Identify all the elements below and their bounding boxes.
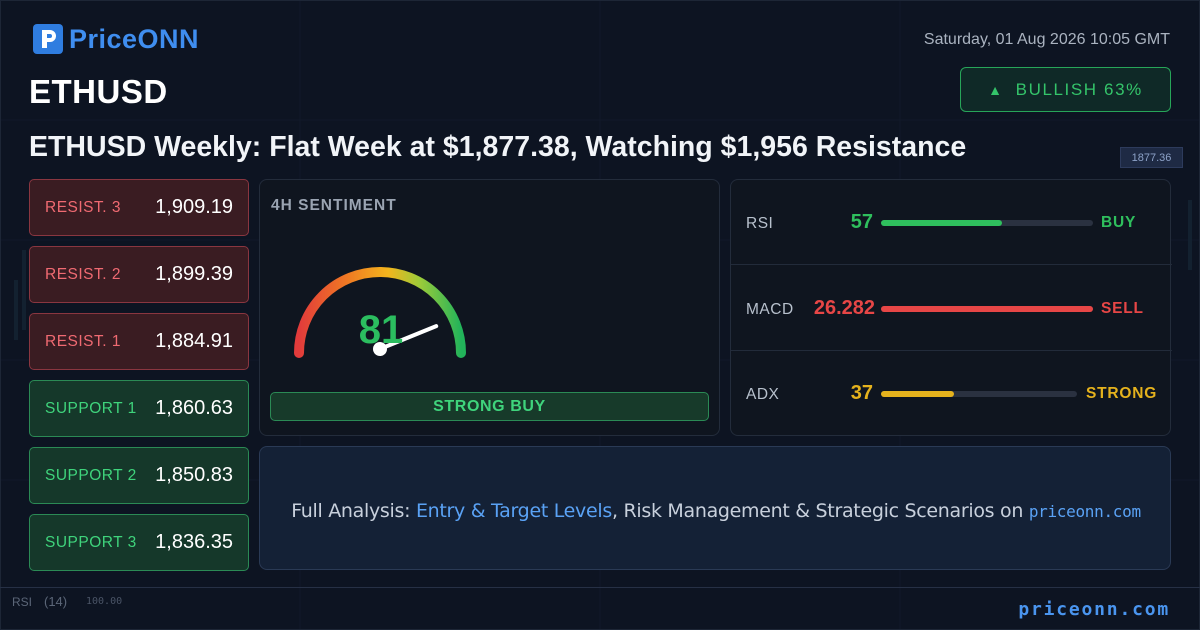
- level-resistance-2: RESIST. 2 1,899.39: [29, 246, 249, 303]
- price-levels: RESIST. 3 1,909.19 RESIST. 2 1,899.39 RE…: [29, 179, 249, 581]
- sentiment-title: 4H SENTIMENT: [271, 197, 397, 214]
- background-rsi-length: (14): [44, 594, 68, 609]
- level-value: 1,836.35: [155, 531, 233, 553]
- level-support-1: SUPPORT 1 1,860.63: [29, 380, 249, 437]
- level-value: 1,850.83: [155, 464, 233, 486]
- indicator-fill: [881, 391, 954, 397]
- indicator-row-rsi: RSI 57 BUY: [731, 180, 1172, 265]
- indicator-name: ADX: [746, 386, 780, 403]
- timestamp: Saturday, 01 Aug 2026 10:05 GMT: [923, 31, 1170, 48]
- level-value: 1,860.63: [155, 397, 233, 419]
- level-support-3: SUPPORT 3 1,836.35: [29, 514, 249, 571]
- trend-badge: ▲ BULLISH 63%: [960, 67, 1171, 112]
- indicator-fill: [881, 306, 1093, 312]
- level-value: 1,899.39: [155, 263, 233, 285]
- chart-price-tag: 1877.36: [1120, 147, 1183, 168]
- level-label: SUPPORT 2: [45, 466, 137, 484]
- brand-logo[interactable]: PriceONN: [33, 23, 199, 55]
- cta-text: Full Analysis: Entry & Target Levels, Ri…: [260, 500, 1172, 522]
- gauge-needle: [378, 324, 439, 351]
- footer-site-link[interactable]: priceonn.com: [1018, 599, 1170, 620]
- indicator-row-adx: ADX 37 STRONG: [731, 351, 1172, 436]
- indicator-row-macd: MACD 26.282 SELL: [731, 266, 1172, 351]
- level-support-2: SUPPORT 2 1,850.83: [29, 447, 249, 504]
- indicator-signal: BUY: [1101, 214, 1137, 231]
- indicator-fill: [881, 220, 1002, 226]
- indicator-track: [881, 391, 1077, 397]
- indicator-name: RSI: [746, 215, 774, 232]
- indicator-value: 26.282: [813, 297, 875, 319]
- level-label: RESIST. 3: [45, 198, 121, 216]
- cta-link[interactable]: Entry & Target Levels: [415, 500, 612, 522]
- sentiment-score: 81: [358, 308, 404, 352]
- logo-mark-icon: [33, 24, 63, 54]
- background-rsi-label: RSI: [12, 595, 33, 609]
- level-label: RESIST. 2: [45, 265, 121, 283]
- indicator-signal: SELL: [1101, 300, 1144, 317]
- cta-prefix: Full Analysis:: [291, 500, 416, 522]
- brand-name: PriceONN: [69, 23, 200, 54]
- sentiment-panel: 4H SENTIMENT 81 STRONG BUY: [259, 179, 720, 436]
- level-value: 1,909.19: [155, 196, 233, 218]
- level-label: RESIST. 1: [45, 332, 121, 350]
- indicator-value: 57: [850, 211, 873, 233]
- level-label: SUPPORT 3: [45, 533, 137, 551]
- level-value: 1,884.91: [155, 330, 233, 352]
- indicator-signal: STRONG: [1086, 385, 1158, 402]
- cta-site-link[interactable]: priceonn.com: [1028, 502, 1141, 521]
- background-rsi-values: 100.00: [86, 596, 123, 607]
- sentiment-verdict: STRONG BUY: [270, 392, 709, 421]
- symbol-title: ETHUSD: [29, 73, 168, 110]
- headline: ETHUSD Weekly: Flat Week at $1,877.38, W…: [29, 131, 967, 163]
- level-label: SUPPORT 1: [45, 399, 137, 417]
- cta-middle: , Risk Management & Strategic Scenarios …: [611, 500, 1029, 522]
- indicator-track: [881, 306, 1093, 312]
- sentiment-gauge: [294, 267, 466, 358]
- indicator-value: 37: [850, 382, 873, 404]
- indicator-name: MACD: [746, 301, 794, 318]
- indicators-panel: RSI 57 BUY MACD 26.282 SELL ADX 37 STRON…: [730, 179, 1172, 436]
- level-resistance-1: RESIST. 1 1,884.91: [29, 313, 249, 370]
- full-analysis-banner[interactable]: Full Analysis: Entry & Target Levels, Ri…: [259, 446, 1171, 570]
- level-resistance-3: RESIST. 3 1,909.19: [29, 179, 249, 236]
- trend-label: BULLISH 63%: [1015, 79, 1143, 99]
- indicator-track: [881, 220, 1093, 226]
- triangle-up-icon: ▲: [988, 81, 1004, 98]
- gauge-arc: [294, 267, 466, 358]
- gauge-hub: [373, 342, 387, 356]
- footer-divider: [0, 587, 1200, 588]
